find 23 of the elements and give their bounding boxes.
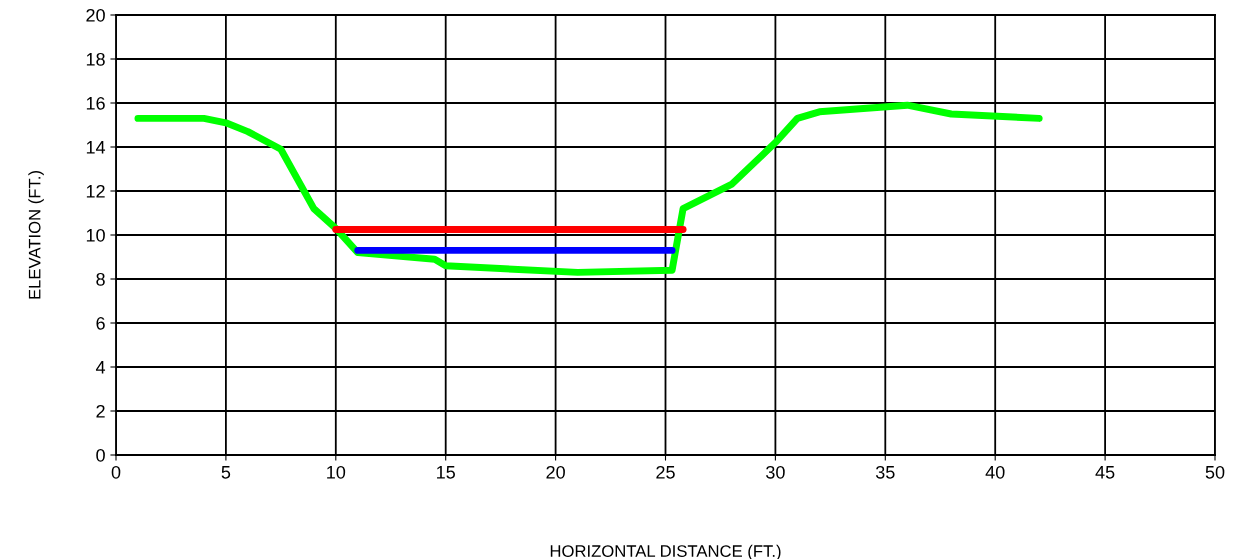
y-tick-label: 16: [86, 96, 105, 110]
y-tick-label: 18: [86, 52, 105, 66]
y-tick-label: 20: [86, 8, 105, 22]
y-tick-label: 0: [96, 448, 105, 462]
x-tick-label: 20: [546, 465, 565, 479]
x-tick-label: 0: [111, 465, 121, 479]
x-tick-label: 50: [1205, 465, 1225, 479]
y-axis-title: ELEVATION (FT.): [28, 171, 44, 299]
y-tick-label: 6: [96, 316, 105, 330]
x-tick-label: 15: [437, 466, 455, 479]
x-tick-label: 45: [1095, 466, 1115, 479]
x-tick-label: 5: [221, 466, 231, 479]
x-tick-label: 25: [656, 465, 675, 479]
x-tick-label: 40: [985, 465, 1005, 479]
y-tick-label: 4: [95, 361, 106, 374]
x-tick-label: 30: [766, 465, 785, 479]
y-tick-label: 8: [96, 272, 105, 286]
y-tick-label: 14: [86, 141, 106, 154]
x-tick-label: 35: [875, 465, 895, 479]
x-tick-label: 10: [327, 465, 346, 479]
y-tick-label: 2: [96, 404, 105, 418]
y-tick-label: 12: [86, 184, 105, 198]
y-tick-label: 10: [86, 228, 105, 242]
